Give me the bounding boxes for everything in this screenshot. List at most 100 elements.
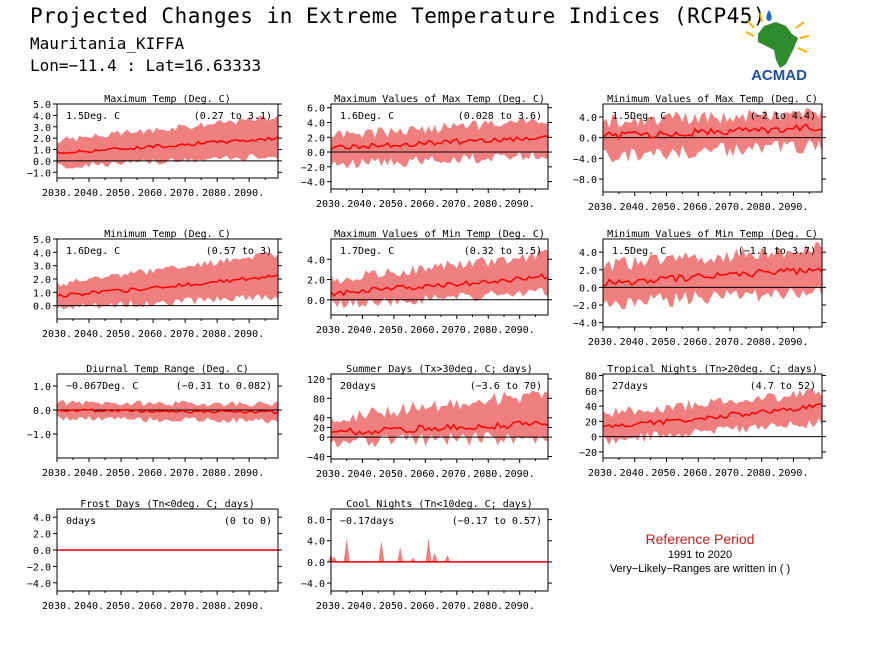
- x-tick-label: 2040.: [620, 337, 650, 348]
- x-tick-label: 2060.: [138, 601, 168, 612]
- x-tick-label: 2090.: [234, 468, 264, 479]
- plot-frame: [330, 508, 549, 592]
- y-tick-label: 2.0: [33, 275, 51, 286]
- logo-text: ACMAD: [751, 67, 807, 84]
- likely-range-label: (−2 to 4.4): [750, 111, 816, 122]
- y-tick-label: 0.0: [579, 134, 597, 145]
- y-tick-label: −1.0: [27, 430, 51, 441]
- median-line: [56, 135, 279, 154]
- y-tick-label: 2.0: [307, 133, 325, 144]
- x-tick-label: 2030.: [316, 325, 346, 336]
- y-tick-label: 3.0: [33, 123, 51, 134]
- y-tick-label: 0.0: [579, 283, 597, 294]
- x-tick-label: 2050.: [106, 188, 136, 199]
- x-tick-label: 2070.: [715, 337, 745, 348]
- y-tick-label: 5.0: [33, 100, 51, 111]
- spike-mark: [409, 557, 416, 562]
- x-tick-label: 2060.: [410, 199, 440, 210]
- x-tick-label: 2040.: [74, 329, 104, 340]
- x-tick-label: 2080.: [747, 337, 777, 348]
- x-tick-label: 2040.: [74, 601, 104, 612]
- y-tick-label: −20: [579, 448, 597, 459]
- y-tick-label: 2.0: [33, 134, 51, 145]
- likely-range-band: [331, 390, 548, 448]
- x-tick-label: 2060.: [138, 188, 168, 199]
- y-tick-label: 1.0: [33, 288, 51, 299]
- plot-frame: [330, 373, 549, 460]
- y-tick-label: 4.0: [579, 248, 597, 259]
- y-tick-label: 80: [313, 394, 325, 405]
- x-tick-label: 2050.: [379, 325, 409, 336]
- location-label: Mauritania_KIFFA: [30, 34, 185, 53]
- y-tick-label: 0.0: [33, 157, 51, 168]
- y-tick-label: 0.0: [33, 546, 51, 557]
- spike-mark: [425, 538, 432, 562]
- x-tick-label: 2070.: [170, 329, 200, 340]
- x-tick-label: 2070.: [442, 325, 472, 336]
- x-tick-label: 2060.: [410, 325, 440, 336]
- chart-title: Maximum Values of Max Temp (Deg. C): [334, 94, 545, 105]
- x-tick-label: 2080.: [473, 199, 503, 210]
- sun-rays-icon: [745, 12, 810, 53]
- likely-range-label: (−0.31 to 0.082): [176, 381, 272, 392]
- chart-panel: 0.0 2.0 4.0 2030. 2040. 2050. 2060. 2070. 2080. 2…: [307, 229, 552, 336]
- x-tick-label: 2030.: [316, 199, 346, 210]
- chart-title: Maximum Values of Min Temp (Deg. C): [334, 229, 545, 240]
- plot-frame: [602, 103, 823, 193]
- y-tick-label: −2.0: [301, 163, 325, 174]
- chart-title: Tropical Nights (Tn>20deg. C; days): [607, 364, 818, 375]
- chart-panel: −4.0 −2.0 0.0 2.0 4.0 6.0 2030. 2040. 2050. 2060.…: [301, 94, 552, 210]
- x-tick-label: 2080.: [202, 601, 232, 612]
- x-tick-label: 2090.: [505, 469, 535, 480]
- y-tick-label: 20: [313, 423, 325, 434]
- likely-range-band: [603, 107, 822, 163]
- y-tick-label: 40: [313, 414, 325, 425]
- x-tick-label: 2090.: [778, 468, 808, 479]
- x-tick-label: 2050.: [106, 601, 136, 612]
- y-tick-label: −2.0: [27, 562, 51, 573]
- x-tick-label: 2050.: [379, 199, 409, 210]
- y-tick-label: 0: [319, 433, 325, 444]
- x-tick-label: 2060.: [683, 337, 713, 348]
- median-line: [602, 123, 823, 141]
- x-tick-label: 2030.: [42, 601, 72, 612]
- median-line: [602, 267, 823, 288]
- y-tick-label: 0.0: [33, 406, 51, 417]
- likely-range-band: [57, 115, 278, 169]
- reference-period-title: Reference Period: [645, 531, 755, 547]
- x-tick-label: 2090.: [505, 601, 535, 612]
- median-change-label: 0days: [66, 516, 96, 527]
- x-tick-label: 2070.: [442, 601, 472, 612]
- median-line: [56, 274, 279, 298]
- x-tick-label: 2080.: [747, 202, 777, 213]
- x-tick-label: 2080.: [473, 325, 503, 336]
- x-tick-label: 2090.: [778, 337, 808, 348]
- africa-shape-icon: [758, 22, 798, 68]
- spike-mark: [343, 538, 350, 562]
- likely-range-label: (4.7 to 52): [750, 381, 816, 392]
- spike-mark: [444, 555, 451, 562]
- y-tick-label: 4.0: [33, 248, 51, 259]
- y-tick-label: 3.0: [33, 262, 51, 273]
- plot-frame: [56, 103, 279, 179]
- x-tick-label: 2040.: [347, 469, 377, 480]
- x-tick-label: 2040.: [620, 202, 650, 213]
- median-change-label: 20days: [340, 381, 376, 392]
- y-tick-label: −1.0: [27, 168, 51, 179]
- y-tick-label: 0.0: [307, 296, 325, 307]
- likely-range-label: (0.57 to 3): [206, 246, 272, 257]
- y-tick-label: 0.0: [307, 148, 325, 159]
- chart-title: Cool Nights (Tn<10deg. C; days): [346, 499, 533, 510]
- x-tick-label: 2070.: [715, 468, 745, 479]
- x-tick-label: 2040.: [620, 468, 650, 479]
- y-tick-label: 0.0: [307, 558, 325, 569]
- x-tick-label: 2070.: [442, 199, 472, 210]
- median-change-label: −0.067Deg. C: [66, 381, 138, 392]
- x-tick-label: 2080.: [202, 468, 232, 479]
- y-tick-label: 2.0: [307, 276, 325, 287]
